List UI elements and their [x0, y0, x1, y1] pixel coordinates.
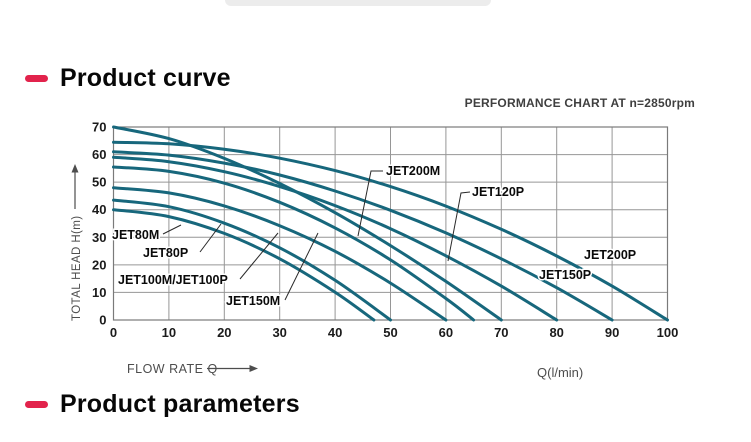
x-tick-label: 90	[605, 325, 619, 340]
curve-JET100M/JET100P	[112, 186, 448, 322]
curve-label-leader	[239, 232, 279, 280]
section-title-product-parameters: Product parameters	[60, 390, 300, 418]
x-axis-arrowhead-icon	[249, 365, 258, 372]
y-tick-label: 30	[92, 230, 106, 245]
curve-JET120P	[112, 155, 559, 322]
x-tick-label: 40	[328, 325, 342, 340]
accent-dash-icon	[25, 75, 48, 82]
x-tick-label: 60	[439, 325, 453, 340]
curve-JET80P	[112, 208, 376, 322]
x-tick-label: 80	[549, 325, 563, 340]
y-tick-label: 50	[92, 175, 106, 190]
curve-JET150M	[112, 165, 476, 322]
curve-JET150P	[112, 150, 614, 322]
curve-label: JET80P	[143, 246, 188, 260]
curve-label: JET80M	[112, 228, 159, 242]
x-tick-label: 10	[162, 325, 176, 340]
curve-label-leader	[162, 224, 182, 235]
y-axis-annotation: TOTAL HEAD H(m)	[71, 164, 83, 321]
curve-JET200P	[112, 140, 669, 322]
x-tick-label: 30	[272, 325, 286, 340]
curve-label: JET200M	[386, 164, 440, 178]
x-tick-label: 70	[494, 325, 508, 340]
curve-label-leader	[447, 191, 471, 262]
chart-curves	[112, 125, 669, 322]
chart-annotations: JET200M JET200P JET150P JET120P JET150M JET10…	[111, 163, 638, 310]
x-axis-unit: Q(l/min)	[537, 365, 583, 380]
curve-JET200M	[112, 125, 503, 322]
curve-label-leader	[284, 232, 319, 301]
x-axis-title: FLOW RATE Q	[127, 362, 218, 376]
y-axis-arrowhead-icon	[71, 164, 79, 173]
x-tick-label: 20	[217, 325, 231, 340]
section-title-product-curve: Product curve	[60, 64, 231, 92]
curve-label: JET120P	[472, 185, 524, 199]
section-product-parameters: Product parameters	[25, 390, 300, 419]
y-tick-label: 40	[92, 202, 106, 217]
top-card-edge	[225, 0, 491, 6]
curve-label-leader	[199, 223, 222, 253]
y-tick-label: 10	[92, 285, 106, 300]
y-tick-label: 60	[92, 147, 106, 162]
section-product-curve: Product curve	[25, 64, 231, 93]
curve-label: JET150P	[539, 268, 591, 282]
x-tick-label: 100	[657, 325, 679, 340]
y-tick-label: 0	[99, 313, 106, 328]
curve-JET80M	[112, 198, 392, 322]
x-tick-label: 0	[110, 325, 117, 340]
accent-dash-icon	[25, 401, 48, 408]
chart-title: PERFORMANCE CHART AT n=2850rpm	[464, 96, 695, 110]
curve-label: JET150M	[226, 294, 280, 308]
chart-tick-labels: 0 10 20 30 40 50 60 70 80 90 100 0 10 20 30 40 50 60 70	[92, 120, 678, 341]
y-axis-title: TOTAL HEAD H(m)	[71, 216, 83, 321]
curve-label: JET100M/JET100P	[118, 273, 228, 287]
y-tick-label: 70	[92, 120, 106, 135]
curve-label-leader	[357, 170, 383, 237]
chart-grid	[112, 126, 669, 321]
y-tick-label: 20	[92, 257, 106, 272]
curve-label: JET200P	[584, 248, 636, 262]
x-axis-annotation: FLOW RATE Q Q(l/min)	[127, 362, 583, 380]
x-tick-label: 50	[383, 325, 397, 340]
